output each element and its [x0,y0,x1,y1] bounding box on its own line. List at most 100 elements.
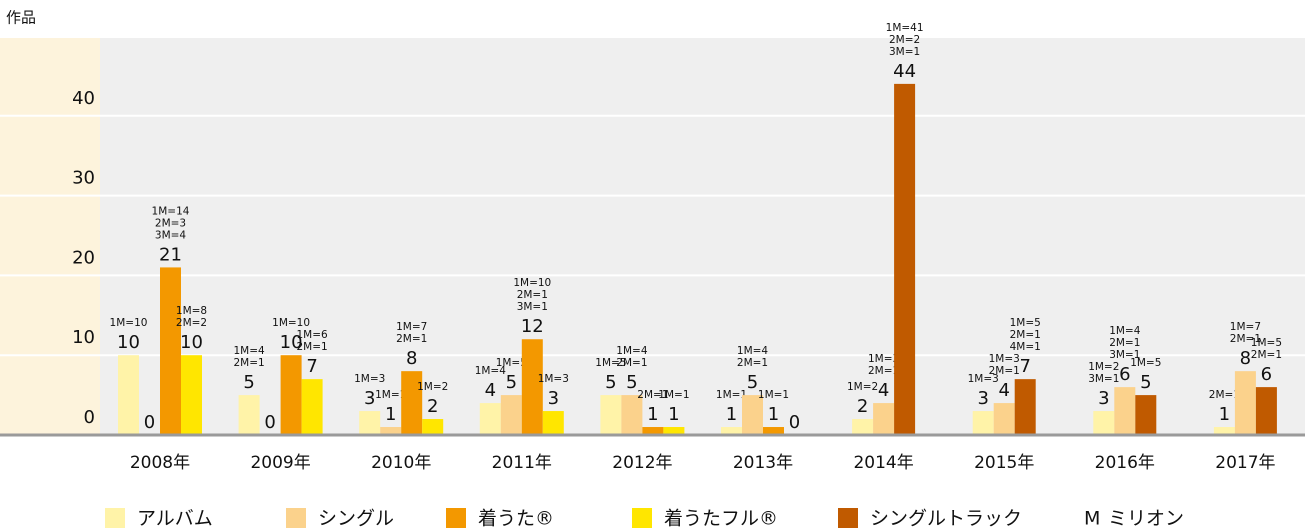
million-annotation: 2M=1 [1209,389,1240,401]
value-label: 1 [385,404,396,425]
bar [894,83,916,435]
y-tick-label: 20 [72,247,95,268]
value-label: 5 [626,372,637,393]
y-tick-label: 30 [72,168,95,189]
bar [422,419,444,435]
value-label: 3 [364,388,375,409]
million-annotation: 1M=10 [513,277,551,289]
million-annotation: 1M=8 [176,305,207,317]
bar [359,411,381,435]
value-label: 7 [1019,356,1030,377]
x-tick-label: 2013年 [733,453,793,473]
million-annotation: 3M=1 [1088,373,1119,385]
legend-swatch [838,508,858,528]
legend-label: 着うたフル® [664,508,778,528]
value-label: 1 [647,404,658,425]
x-tick-label: 2014年 [853,453,913,473]
million-annotation: 2M=1 [1251,349,1282,361]
legend-swatch [632,508,652,528]
million-annotation: 1M=7 [1230,321,1261,333]
value-label: 1 [1219,404,1230,425]
bar [763,427,784,435]
value-label: 12 [521,316,544,337]
bar [380,427,402,435]
million-annotation: 2M=2 [176,317,207,329]
million-annotation: 1M=3 [968,373,999,385]
million-annotation: 1M=4 [233,345,265,357]
bar [721,427,742,435]
value-label: 1 [726,404,737,425]
value-label: 3 [977,388,988,409]
y-tick-label: 40 [72,88,95,109]
x-tick-label: 2010年 [371,453,431,473]
bar [118,355,139,435]
million-annotation: 1M=5 [496,357,527,369]
million-annotation: 1M=2 [417,381,448,393]
value-label: 10 [117,332,140,353]
million-annotation: 1M=10 [272,317,310,329]
million-annotation: 2M=1 [737,357,768,369]
million-annotation: 1M=4 [616,345,648,357]
value-label: 6 [1119,364,1130,385]
legend-swatch [105,508,125,528]
million-annotation: 2M=1 [868,365,899,377]
bar [1014,379,1036,435]
legend-symbol: M [1084,508,1100,528]
million-annotation: 4M=1 [1010,341,1041,353]
million-annotation: 1M=1 [716,389,747,401]
million-annotation: 1M=3 [989,353,1020,365]
million-annotation: 2M=1 [1010,329,1041,341]
million-annotation: 1M=4 [737,345,769,357]
value-label: 2 [427,396,438,417]
million-annotation: 1M=2 [1088,361,1119,373]
value-label: 3 [1098,388,1109,409]
bar [1255,387,1277,435]
million-annotation: 1M=4 [475,365,507,377]
value-label: 4 [485,380,496,401]
million-annotation: 1M=5 [1010,317,1041,329]
million-annotation: 1M=2 [847,381,878,393]
value-label: 2 [857,396,868,417]
bar [972,411,994,435]
bar [301,379,323,435]
value-label: 0 [144,412,155,433]
bar [600,395,622,435]
x-tick-label: 2008年 [130,453,190,473]
million-annotation: 1M=7 [396,321,427,333]
value-label: 7 [306,356,317,377]
bar [1114,387,1136,435]
million-annotation: 3M=1 [1109,349,1140,361]
million-annotation: 1M=1 [758,389,789,401]
million-annotation: 1M=6 [296,329,328,341]
value-label: 5 [506,372,517,393]
million-annotation: 2M=1 [1109,337,1140,349]
legend-swatch [446,508,466,528]
million-annotation: 1M=41 [886,22,924,34]
bar [621,395,643,435]
bar [642,427,664,435]
bar [181,355,202,435]
value-label: 8 [406,348,417,369]
bar [663,427,685,435]
legend-label: ミリオン [1108,508,1184,528]
y-axis-label: 作品 [6,9,36,27]
bar [542,411,564,435]
million-annotation: 1M=14 [152,205,190,217]
bar [521,339,543,435]
bar [742,395,763,435]
million-annotation: 1M=1 [375,389,406,401]
legend-swatch [286,508,306,528]
value-label: 0 [789,412,800,433]
bar [852,419,874,435]
million-annotation: 2M=1 [1230,333,1261,345]
x-tick-label: 2016年 [1095,453,1155,473]
value-label: 3 [548,388,559,409]
bar [500,395,522,435]
bar [1213,427,1235,435]
million-annotation: 2M=1 [233,357,264,369]
value-label: 21 [159,244,182,265]
million-annotation: 1M=10 [110,317,148,329]
legend-label: アルバム [137,508,213,528]
million-annotation: 1M=3 [354,373,385,385]
